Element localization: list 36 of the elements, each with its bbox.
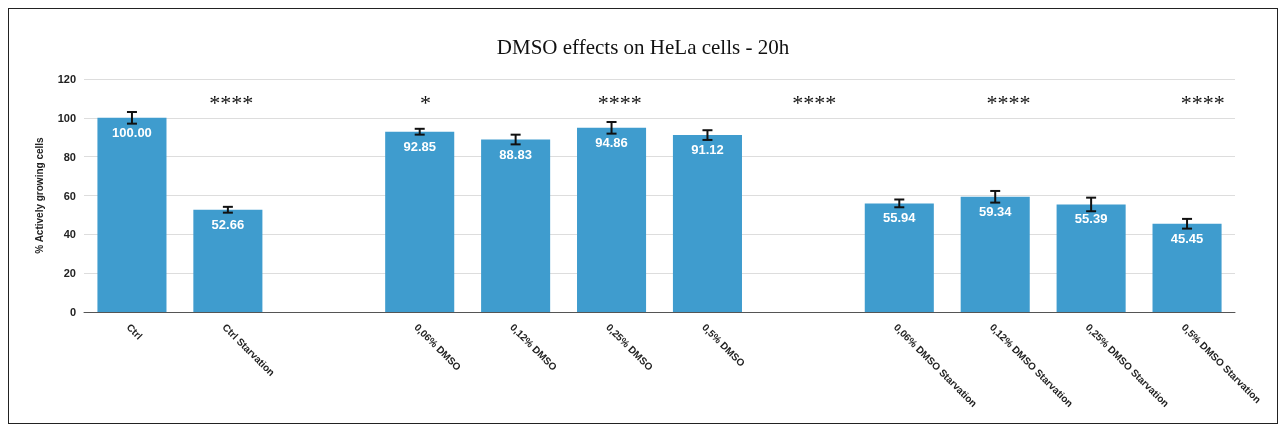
annotation: **** [986,89,1031,115]
bar [577,127,647,312]
bar [672,135,742,312]
data-label: 91.12 [691,142,724,158]
data-label: 92.85 [403,138,436,154]
data-label: 55.39 [1074,211,1108,227]
annotation: * [420,89,432,115]
y-tick-label: 20 [63,267,76,280]
chart-title: DMSO effects on HeLa cells - 20h [496,34,790,59]
data-label: 94.86 [595,134,628,150]
y-tick-label: 60 [63,189,76,202]
y-tick-label: 100 [57,111,76,124]
x-tick-label: Ctrl [124,321,145,342]
data-label: 55.94 [883,210,917,226]
bar [1152,223,1222,312]
bar [1056,204,1126,312]
annotation: **** [597,89,642,115]
annotation: **** [1180,89,1225,115]
y-tick-label: 40 [63,228,76,241]
y-tick-label: 80 [63,150,76,163]
bar [193,209,263,312]
bar [864,203,934,312]
data-label: 59.34 [978,203,1013,219]
annotation: **** [792,89,837,115]
data-label: 45.45 [1170,230,1204,246]
data-label: 52.66 [211,216,245,232]
bar [960,196,1030,312]
y-tick-label: 120 [57,73,76,85]
data-label: 100.00 [112,124,152,140]
bar [481,139,551,312]
bar [385,131,455,312]
annotation: **** [209,89,254,115]
y-tick-label: 0 [69,306,76,318]
data-label: 88.83 [499,146,532,162]
y-axis-title: % Actively growing cells [33,136,45,254]
bar [97,117,167,312]
